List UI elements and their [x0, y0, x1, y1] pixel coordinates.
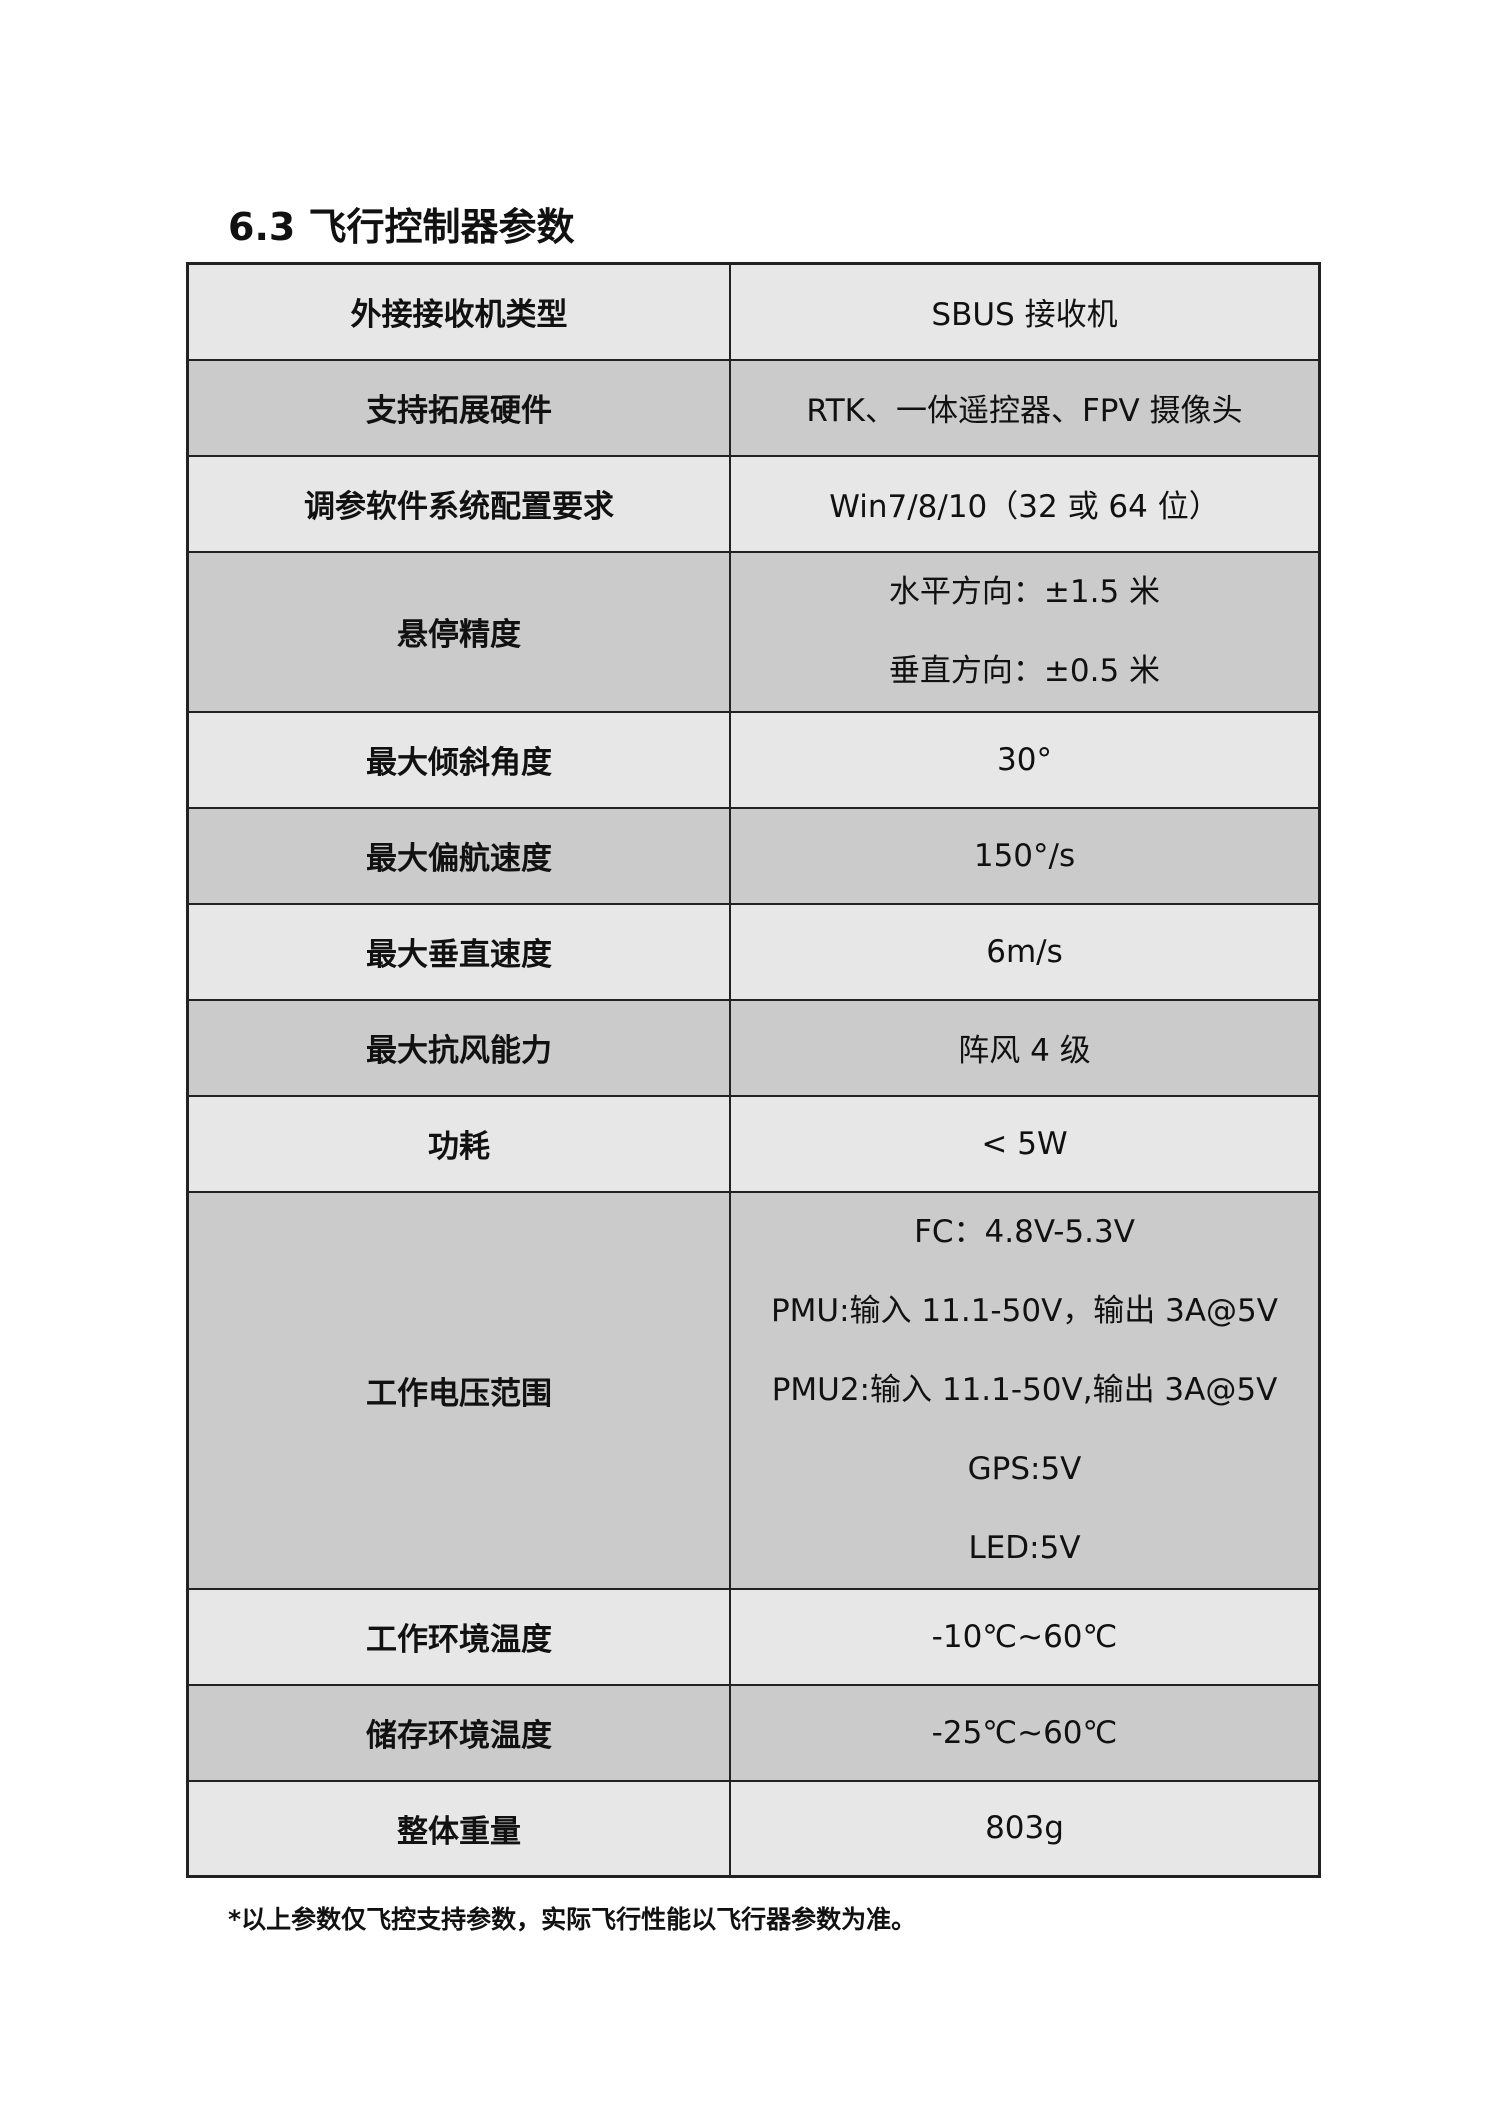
param-label: 整体重量: [186, 1779, 731, 1878]
table-row: 支持拓展硬件 RTK、一体遥控器、FPV 摄像头: [186, 358, 1321, 457]
param-value: 水平方向：±1.5 米垂直方向：±0.5 米: [729, 550, 1321, 713]
param-value-line: < 5W: [981, 1125, 1068, 1162]
param-value-line: SBUS 接收机: [931, 297, 1118, 334]
param-label: 支持拓展硬件: [186, 358, 731, 457]
param-value-line: -25℃~60℃: [931, 1714, 1118, 1751]
param-label: 工作环境温度: [186, 1587, 731, 1686]
param-value-line: GPS:5V: [967, 1450, 1082, 1487]
param-value-line: 150°/s: [973, 837, 1076, 874]
table-row: 调参软件系统配置要求 Win7/8/10（32 或 64 位）: [186, 454, 1321, 553]
param-value-line: PMU:输入 11.1-50V，输出 3A@5V: [770, 1292, 1278, 1329]
table-row: 储存环境温度 -25℃~60℃: [186, 1683, 1321, 1782]
param-value: Win7/8/10（32 或 64 位）: [729, 454, 1321, 553]
table-row: 功耗 < 5W: [186, 1094, 1321, 1193]
section-title: 6.3 飞行控制器参数: [228, 205, 575, 249]
param-label: 最大抗风能力: [186, 998, 731, 1097]
param-label: 最大垂直速度: [186, 902, 731, 1001]
param-label: 工作电压范围: [186, 1190, 731, 1590]
param-label: 悬停精度: [186, 550, 731, 713]
table-row: 悬停精度 水平方向：±1.5 米垂直方向：±0.5 米: [186, 550, 1321, 713]
param-label: 储存环境温度: [186, 1683, 731, 1782]
table-row: 最大垂直速度 6m/s: [186, 902, 1321, 1001]
param-value: 803g: [729, 1779, 1321, 1878]
param-value: 150°/s: [729, 806, 1321, 905]
param-value: 30°: [729, 710, 1321, 809]
param-label: 最大偏航速度: [186, 806, 731, 905]
param-value-line: PMU2:输入 11.1-50V,输出 3A@5V: [771, 1371, 1278, 1408]
param-label: 外接接收机类型: [186, 262, 731, 361]
param-value-line: Win7/8/10（32 或 64 位）: [829, 489, 1220, 525]
param-value: < 5W: [729, 1094, 1321, 1193]
table-row: 整体重量 803g: [186, 1779, 1321, 1878]
param-value: 6m/s: [729, 902, 1321, 1001]
param-value-line: 阵风 4 级: [958, 1033, 1091, 1069]
param-label: 最大倾斜角度: [186, 710, 731, 809]
footnote: *以上参数仅飞控支持参数，实际飞行性能以飞行器参数为准。: [228, 1905, 917, 1934]
table-row: 工作电压范围 FC：4.8V-5.3V PMU:输入 11.1-50V，输出 3A@…: [186, 1190, 1321, 1590]
table-row: 最大偏航速度 150°/s: [186, 806, 1321, 905]
table-row: 外接接收机类型 SBUS 接收机: [186, 262, 1321, 361]
param-value-line: 30°: [997, 741, 1052, 778]
param-label: 功耗: [186, 1094, 731, 1193]
param-value-line: 垂直方向：±0.5 米: [888, 652, 1161, 689]
param-value: -25℃~60℃: [729, 1683, 1321, 1782]
param-label: 调参软件系统配置要求: [186, 454, 731, 553]
param-value-line: 6m/s: [986, 933, 1063, 970]
param-value-line: LED:5V: [968, 1529, 1081, 1566]
spec-table: 外接接收机类型 SBUS 接收机支持拓展硬件 RTK、一体遥控器、FPV 摄像头调参…: [186, 262, 1321, 1878]
param-value: -10℃~60℃: [729, 1587, 1321, 1686]
param-value-line: 水平方向：±1.5 米: [888, 573, 1161, 610]
param-value: RTK、一体遥控器、FPV 摄像头: [729, 358, 1321, 457]
param-value: FC：4.8V-5.3V PMU:输入 11.1-50V，输出 3A@5V PMU2…: [729, 1190, 1321, 1590]
param-value-line: -10℃~60℃: [931, 1618, 1118, 1655]
param-value-line: 803g: [985, 1810, 1064, 1847]
param-value-line: FC：4.8V-5.3V: [914, 1213, 1135, 1250]
table-row: 最大抗风能力 阵风 4 级: [186, 998, 1321, 1097]
param-value-line: RTK、一体遥控器、FPV 摄像头: [806, 393, 1243, 429]
param-value: 阵风 4 级: [729, 998, 1321, 1097]
table-row: 工作环境温度 -10℃~60℃: [186, 1587, 1321, 1686]
table-row: 最大倾斜角度 30°: [186, 710, 1321, 809]
param-value: SBUS 接收机: [729, 262, 1321, 361]
